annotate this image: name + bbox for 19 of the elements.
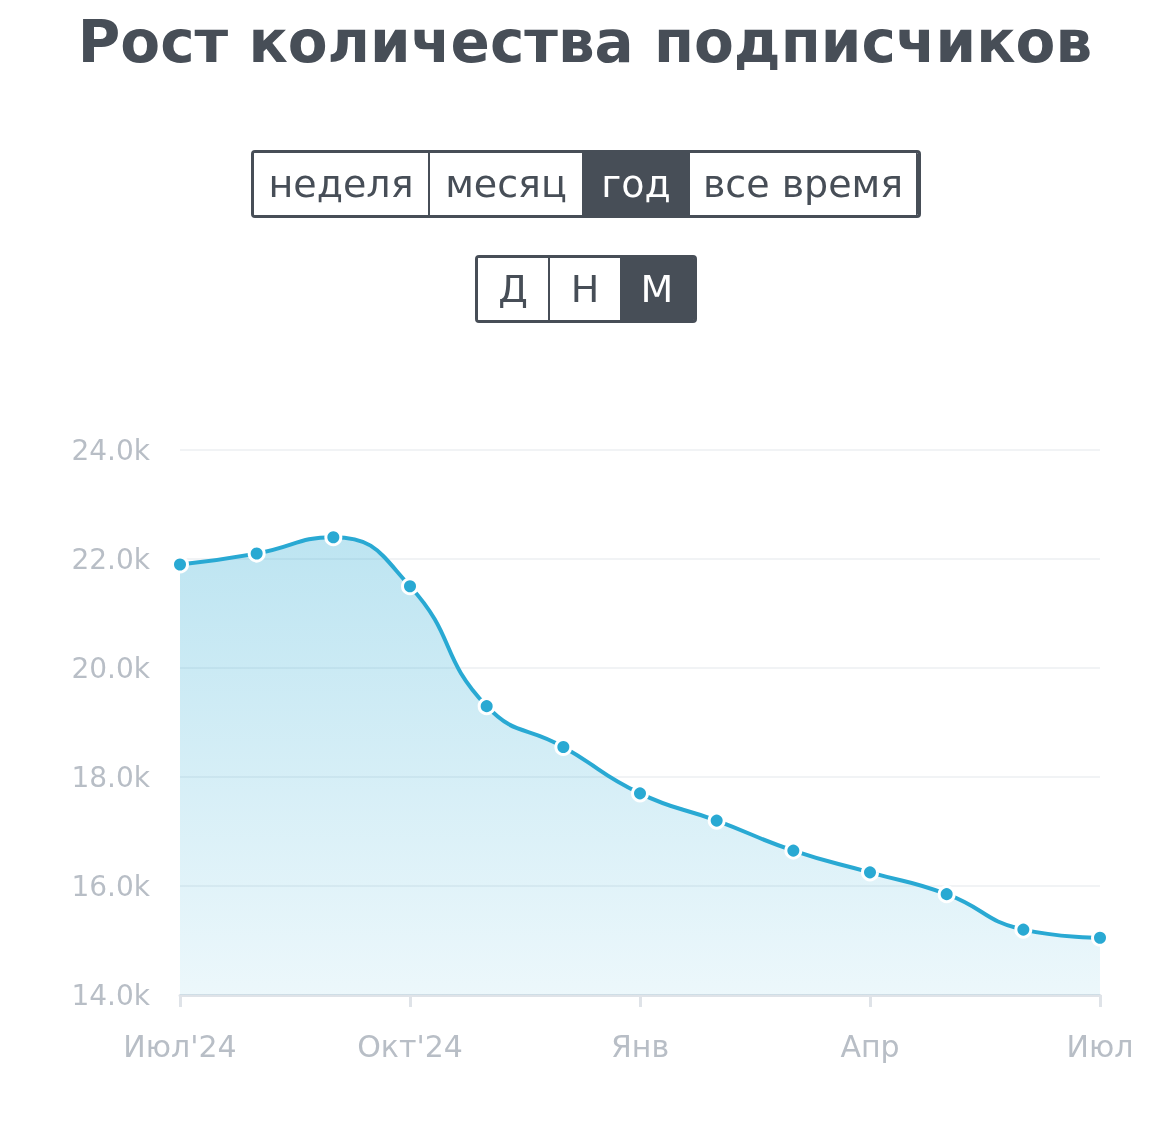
chart-title: Рост количества подписчиков	[77, 8, 1093, 76]
y-tick-label: 22.0k	[71, 542, 151, 576]
x-tick-label: Окт'24	[357, 1028, 463, 1064]
toggle-button[interactable]: год	[584, 153, 690, 215]
toggle-button[interactable]: М	[622, 258, 694, 320]
x-tick-label: Апр	[840, 1028, 900, 1064]
point	[401, 577, 419, 596]
x-tick-label: Июл'24	[123, 1028, 237, 1064]
y-tick-label: 18.0k	[71, 760, 151, 794]
point	[477, 697, 496, 716]
y-tick-label: 20.0k	[71, 651, 151, 685]
x-tick-label: Янв	[610, 1028, 670, 1064]
y-tick-label: 16.0k	[71, 869, 151, 903]
x-tick-label: Июл	[1066, 1028, 1134, 1064]
toggle-button[interactable]: Д	[478, 258, 550, 320]
point	[937, 885, 956, 904]
y-tick-label: 24.0k	[71, 433, 151, 467]
y-tick-label: 14.0k	[71, 978, 151, 1012]
toggle-button[interactable]: неделя	[254, 153, 430, 215]
